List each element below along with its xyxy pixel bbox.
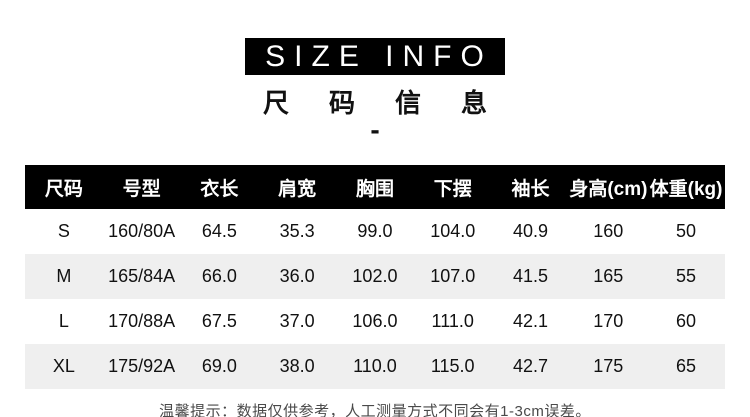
table-cell: 170/88A [108,311,176,331]
header-sleeve-length: 袖长 [491,165,570,209]
table-cell: 99.0 [357,221,393,241]
table-cell: 69.0 [201,356,237,376]
table-cell: 37.0 [279,311,315,331]
table-cell: 160/80A [108,221,176,241]
header-hem: 下摆 [413,165,492,209]
table-cell: L [58,311,69,331]
table-cell: 50 [676,221,697,241]
size-table: 尺码 号型 衣长 肩宽 胸围 下摆 袖长 身高(cm) 体重(kg) S 160… [25,165,725,389]
note-text: 温馨提示：数据仅供参考，人工测量方式不同会有1-3cm误差。 [159,403,591,417]
table-cell: 35.3 [279,221,315,241]
table-cell: 102.0 [352,266,398,286]
table-cell: 110.0 [353,356,397,376]
title-en: SIZE INFO [265,40,493,73]
header-row: 尺码 号型 衣长 肩宽 胸围 下摆 袖长 身高(cm) 体重(kg) [25,165,725,209]
table-cell: 165 [593,266,624,286]
table-cell: 38.0 [279,356,315,376]
size-row-l: L 170/88A 67.5 37.0 106.0 111.0 42.1 170… [25,299,725,344]
table-cell: 160 [593,221,624,241]
table-cell: 40.9 [512,221,548,241]
title-section: SIZE INFO [0,0,750,75]
divider-dash: - [370,114,380,145]
table-cell: M [56,266,72,286]
table-cell: XL [52,356,75,376]
table-cell: 175/92A [108,356,176,376]
header-shoulder-width: 肩宽 [258,165,337,209]
size-row-xl: XL 175/92A 69.0 38.0 110.0 115.0 42.7 17… [25,344,725,389]
table-cell: 175 [593,356,624,376]
header-height-cm: 身高(cm) [569,165,647,209]
table-cell: 170 [593,311,624,331]
table-cell: 104.0 [430,221,476,241]
table-cell: 41.5 [512,266,548,286]
table-cell: 64.5 [201,221,237,241]
table-cell: S [57,221,70,241]
size-row-m: M 165/84A 66.0 36.0 102.0 107.0 41.5 165… [25,254,725,299]
table-cell: 115.0 [430,356,475,376]
size-row-s: S 160/80A 64.5 35.3 99.0 104.0 40.9 160 … [25,209,725,254]
header-garment-length: 衣长 [180,165,259,209]
title-banner: SIZE INFO [245,38,505,75]
table-cell: 60 [676,311,697,331]
table-cell: 165/84A [108,266,176,286]
table-cell: 111.0 [431,311,474,331]
size-table-head: 尺码 号型 衣长 肩宽 胸围 下摆 袖长 身高(cm) 体重(kg) [25,165,725,209]
table-cell: 107.0 [430,266,476,286]
title-zh: 尺码信息 [262,88,527,118]
table-cell: 66.0 [201,266,237,286]
table-cell: 36.0 [279,266,315,286]
header-bust: 胸围 [336,165,414,209]
table-cell: 42.7 [512,356,548,376]
header-model-type: 号型 [102,165,181,209]
table-cell: 55 [676,266,697,286]
size-table-body: S 160/80A 64.5 35.3 99.0 104.0 40.9 160 … [25,209,725,389]
header-size: 尺码 [25,165,103,209]
table-cell: 65 [676,356,697,376]
table-cell: 42.1 [512,311,548,331]
header-weight-kg: 体重(kg) [647,165,725,209]
table-cell: 67.5 [201,311,237,331]
table-cell: 106.0 [352,311,398,331]
